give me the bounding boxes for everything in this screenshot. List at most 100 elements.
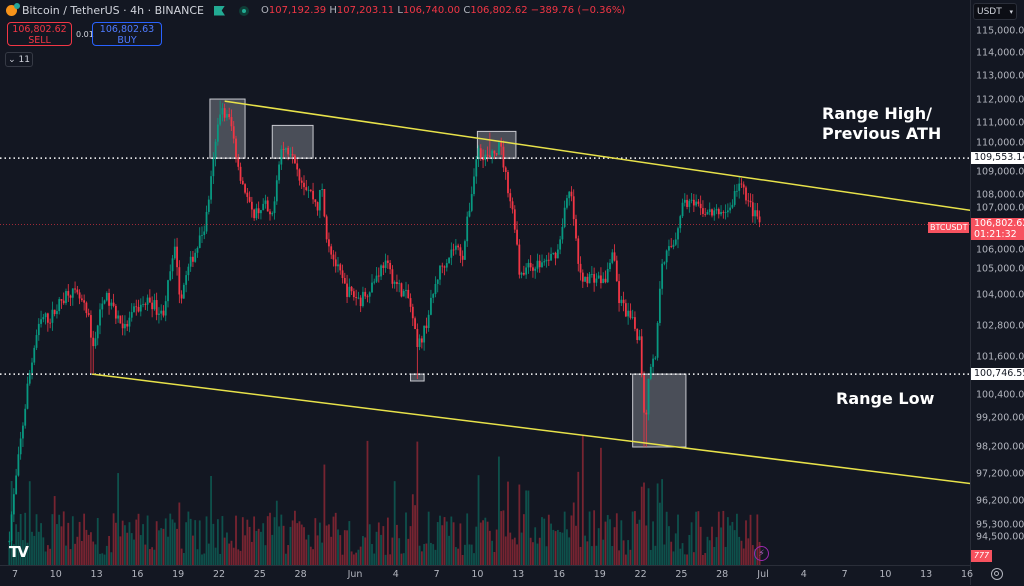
volume-bar — [194, 520, 197, 565]
volume-bar — [153, 549, 156, 565]
volume-bar — [171, 519, 174, 565]
volume-bar — [588, 511, 591, 565]
volume-bar — [294, 510, 296, 565]
candle — [679, 216, 682, 229]
sell-button[interactable]: 106,802.62 SELL — [7, 22, 72, 46]
volume-bar — [352, 554, 355, 565]
volume-bar — [704, 553, 707, 565]
volume-bar — [511, 539, 514, 565]
volume-tag: 777 — [971, 550, 992, 562]
candle — [545, 259, 548, 262]
candle — [464, 241, 466, 260]
volume-bar — [205, 516, 208, 565]
settings-gear-icon[interactable] — [991, 568, 1003, 580]
candle — [543, 261, 546, 263]
volume-bar — [507, 481, 509, 565]
candle — [137, 307, 140, 312]
bar-countdown: 01:21:32 — [974, 229, 1017, 240]
volume-bar — [53, 496, 56, 565]
volume-bar — [65, 545, 67, 565]
volume-bar — [613, 527, 616, 565]
volume-bar — [108, 535, 110, 565]
volume-bar — [198, 520, 201, 565]
price-chart[interactable] — [0, 0, 970, 565]
candle — [235, 138, 237, 158]
candle — [627, 310, 630, 317]
volume-bar — [244, 535, 246, 565]
time-tick-label: 25 — [253, 569, 266, 580]
volume-bar — [371, 544, 373, 565]
volume-bar — [44, 551, 47, 565]
volume-bar — [554, 531, 557, 565]
candle — [339, 264, 342, 271]
candle — [128, 317, 131, 327]
candle — [266, 200, 269, 212]
volume-bar — [498, 456, 500, 565]
volume-bar — [350, 551, 353, 565]
indicators-toggle-button[interactable]: ⌄ 11 — [5, 52, 33, 67]
candle — [561, 226, 564, 240]
candle — [210, 176, 212, 200]
candle — [507, 172, 509, 194]
symbol-header[interactable]: Bitcoin / TetherUS · 4h · BINANCE O107,1… — [6, 3, 625, 17]
candle — [629, 310, 632, 318]
candle — [337, 264, 339, 267]
volume-bar — [37, 531, 40, 565]
volume-bar — [105, 545, 108, 565]
volume-bar — [572, 502, 575, 565]
volume-bar — [402, 553, 405, 565]
buy-button[interactable]: 106,802.63 BUY — [92, 22, 162, 46]
candle — [566, 198, 568, 208]
candle — [491, 150, 494, 157]
candle — [309, 189, 312, 191]
volume-bar — [749, 514, 752, 565]
volume-bar — [525, 490, 528, 565]
candle — [60, 299, 63, 301]
price-tick-label: 97,200.00 — [976, 468, 1024, 480]
volume-bar — [706, 536, 709, 565]
volume-bar — [491, 540, 494, 565]
candle — [577, 238, 580, 264]
volume-bar — [711, 526, 713, 565]
candle — [160, 310, 163, 314]
candle — [87, 313, 90, 316]
candle — [67, 291, 70, 296]
candle — [196, 247, 199, 253]
volume-bar — [162, 528, 165, 565]
volume-bar — [83, 513, 86, 565]
volume-bar — [305, 539, 308, 565]
currency-dropdown[interactable]: USDT ▾ — [973, 3, 1017, 20]
volume-bar — [364, 537, 367, 565]
candle — [80, 298, 83, 301]
candle — [139, 304, 142, 312]
flag-icon[interactable] — [214, 5, 225, 16]
candle — [237, 157, 240, 167]
candle — [502, 146, 505, 168]
candle — [121, 323, 124, 329]
trendline — [91, 373, 970, 485]
candle — [58, 299, 61, 312]
tradingview-logo[interactable]: TV — [9, 543, 29, 561]
candle — [33, 347, 36, 363]
volume-bar — [178, 502, 181, 565]
volume-bar — [561, 532, 564, 565]
time-tick-label: 22 — [212, 569, 226, 580]
volume-bar — [683, 554, 686, 565]
volume-bar — [547, 514, 550, 565]
volume-bar — [391, 537, 394, 565]
price-axis[interactable] — [970, 0, 1024, 585]
lightning-icon[interactable]: ⚡ — [754, 546, 769, 561]
candle — [368, 292, 371, 297]
volume-bar — [121, 520, 124, 565]
candle — [246, 192, 249, 197]
symbol-title[interactable]: Bitcoin / TetherUS · 4h · BINANCE — [22, 4, 204, 17]
candle — [203, 231, 206, 236]
volume-bar — [570, 515, 573, 565]
time-axis[interactable] — [0, 565, 970, 586]
volume-bar — [595, 545, 598, 565]
candle — [534, 268, 537, 271]
volume-bar — [334, 512, 337, 565]
candle — [278, 164, 280, 181]
volume-bar — [445, 521, 448, 565]
volume-bar — [133, 539, 135, 565]
